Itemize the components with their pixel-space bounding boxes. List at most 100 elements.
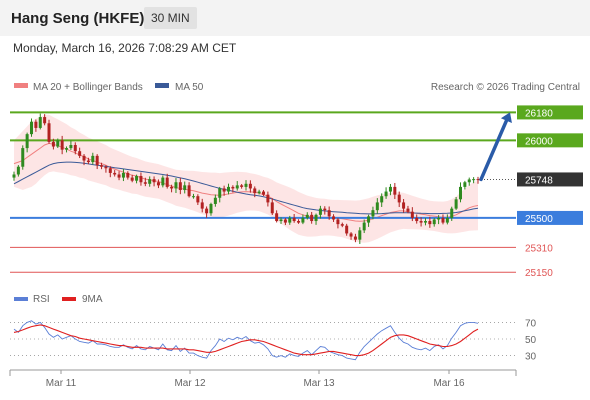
candle-body (266, 194, 270, 203)
candle-body (113, 172, 117, 175)
candle-body (332, 216, 336, 220)
candle-body (388, 186, 392, 192)
candle-body (467, 179, 471, 183)
candle-body (441, 217, 445, 223)
candle-body (397, 194, 401, 203)
candle-body (314, 214, 318, 222)
candle-body (327, 210, 331, 217)
bollinger-band-area (14, 114, 478, 243)
candle-body (450, 208, 454, 218)
ma50-line (13, 161, 479, 215)
candle-body (25, 134, 29, 149)
candle-body (47, 123, 51, 142)
candle-body (12, 174, 16, 178)
candle-body (358, 230, 362, 240)
forecast-arrow (479, 112, 512, 182)
candle-body (301, 217, 305, 223)
datetime-label: Monday, March 16, 2026 7:08:29 AM CET (13, 41, 237, 55)
rsi-legend-label: RSI (33, 294, 50, 305)
candle-body (406, 208, 410, 212)
time-label-3: Mar 16 (433, 378, 465, 389)
candle-body (191, 196, 195, 198)
interval-button[interactable]: 30 MIN (144, 7, 197, 29)
candle-body (371, 210, 375, 217)
candle-body (95, 155, 99, 166)
level-label-25310: 25310 (525, 243, 553, 254)
candle-body (82, 155, 86, 161)
candle-body (156, 182, 160, 186)
candle-body (279, 219, 283, 222)
time-label-0: Mar 11 (46, 378, 77, 389)
candle-body (445, 217, 449, 223)
candle-body (148, 179, 152, 184)
level-label-25500: 25500 (525, 214, 553, 225)
level-label-25150: 25150 (525, 268, 553, 279)
price-levels (10, 111, 516, 273)
candle-body (419, 221, 423, 223)
candle-body (410, 211, 414, 218)
last-price-badge (517, 172, 583, 187)
candle-body (209, 203, 213, 214)
candle-body (78, 151, 82, 156)
candle-body (21, 148, 25, 167)
time-label-1: Mar 12 (174, 378, 206, 389)
candle-body (428, 221, 432, 225)
forecast-arrow-shaft (479, 118, 509, 182)
rsi-line (13, 320, 479, 361)
candle-body (73, 145, 77, 152)
candle-body (375, 202, 379, 211)
candle-body (86, 160, 90, 163)
candle-body (60, 140, 64, 150)
candle-body (402, 202, 406, 209)
rsi-ma-legend-label: 9MA (82, 294, 103, 305)
candle-body (161, 177, 165, 186)
candle-body (183, 185, 187, 190)
candlesticks (12, 113, 480, 244)
level-badge-26180 (517, 105, 583, 120)
candle-body (143, 182, 147, 184)
price-level-labels: 26180 26000 25500 25310 25150 25748 (517, 105, 583, 279)
candle-body (65, 148, 69, 150)
credit-label: Research © 2026 Trading Central (431, 82, 580, 93)
candle-body (362, 222, 366, 231)
candle-body (135, 176, 139, 181)
level-label-26180: 26180 (525, 108, 553, 119)
candle-body (187, 185, 191, 197)
last-price-label: 25748 (525, 175, 553, 186)
candle-body (16, 166, 20, 175)
instrument-title: Hang Seng (HKFE) (11, 10, 145, 27)
rsi-tick-70: 70 (525, 318, 537, 329)
time-axis: Mar 11 Mar 12 Mar 13 Mar 16 (9, 369, 517, 389)
candle-body (226, 186, 230, 192)
candle-body (323, 208, 327, 211)
time-label-2: Mar 13 (303, 378, 335, 389)
ma50-legend-label: MA 50 (175, 82, 204, 93)
candle-body (178, 182, 182, 190)
rsi-legend-swatch (14, 297, 28, 301)
candle-body (139, 176, 143, 183)
candle-body (43, 117, 47, 124)
candle-body (126, 172, 130, 178)
candle-body (292, 217, 296, 222)
candle-body (165, 177, 169, 187)
candle-body (130, 177, 134, 181)
candle-body (231, 186, 235, 189)
candle-body (174, 182, 178, 189)
candle-body (205, 208, 209, 214)
candle-body (349, 233, 353, 237)
candle-body (38, 117, 42, 128)
candle-body (288, 217, 292, 223)
candle-body (152, 179, 156, 183)
candle-body (104, 166, 108, 169)
candle-body (472, 179, 476, 181)
candle-body (51, 141, 55, 147)
candle-body (297, 221, 301, 223)
candle-body (380, 196, 384, 203)
candle-body (91, 155, 95, 163)
ma20-legend-label: MA 20 + Bollinger Bands (33, 82, 143, 93)
candle-body (305, 214, 309, 218)
candle-body (384, 191, 388, 197)
candle-body (244, 183, 248, 187)
candle-body (353, 236, 357, 240)
